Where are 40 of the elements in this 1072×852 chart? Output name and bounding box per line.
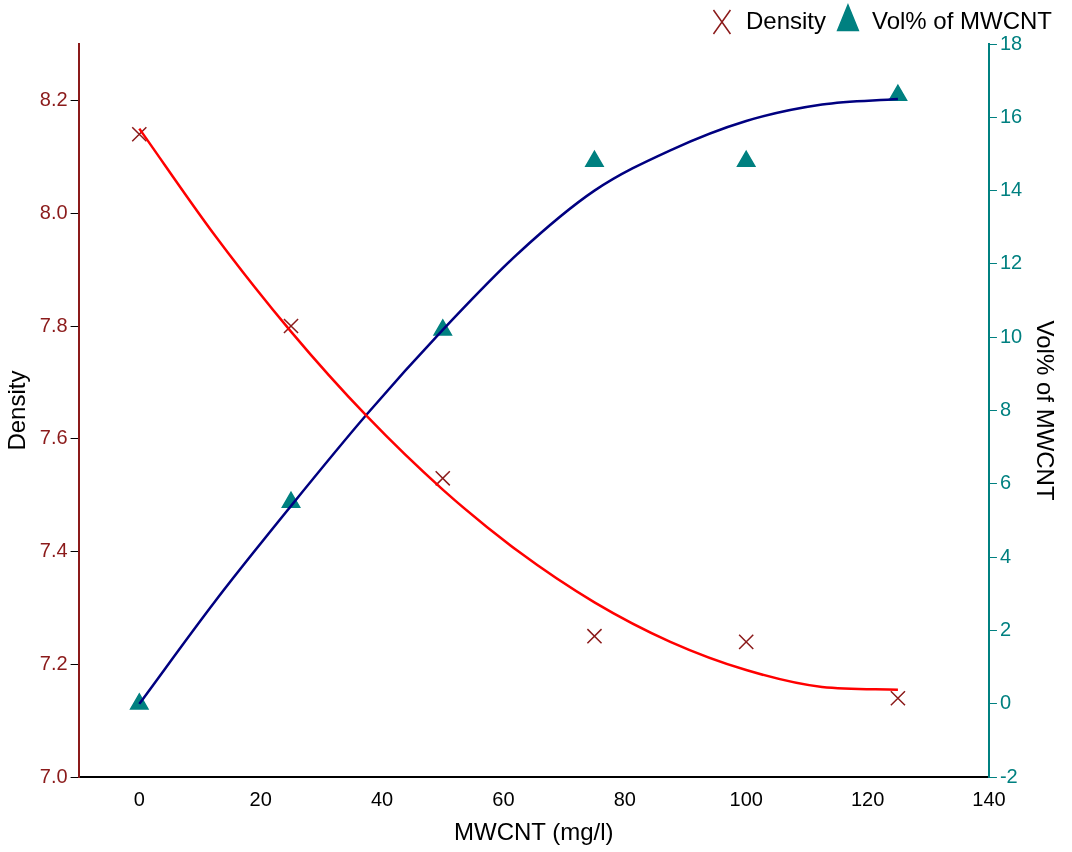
y-tick-label: 7.8 (39, 313, 68, 336)
y-tick-label: 7.0 (39, 764, 68, 787)
x-tick-label: 140 (972, 787, 1006, 810)
x-tick-label: 100 (729, 787, 763, 810)
y2-tick-label: 10 (999, 324, 1023, 347)
y2-tick-label: 12 (999, 251, 1023, 274)
legend-label: Density (745, 6, 826, 34)
point (585, 150, 604, 168)
x-tick-label: 60 (492, 787, 515, 810)
y-tick-label: 7.4 (39, 539, 68, 562)
y-tick-label: 8.2 (39, 87, 68, 110)
y2-tick-label: -2 (999, 764, 1018, 787)
legend-label: Vol% of MWCNT (871, 6, 1053, 34)
point (738, 634, 755, 650)
y-tick-label: 7.6 (39, 426, 68, 449)
x-tick-label: 120 (850, 787, 885, 810)
y2-tick-label: 0 (999, 691, 1012, 714)
point (434, 470, 451, 487)
y-axis-title: Density (3, 370, 31, 451)
y-tick-label: 7.2 (39, 651, 68, 674)
y2-tick-label: 8 (999, 398, 1012, 421)
x-tick-label: 0 (133, 787, 145, 810)
y2-tick-label: 18 (999, 31, 1023, 54)
y2-axis-title: Vol% of MWCNT (1031, 320, 1059, 501)
point (129, 693, 149, 710)
point (890, 690, 906, 707)
y2-tick-label: 2 (999, 618, 1012, 641)
x-tick-label: 20 (249, 787, 272, 810)
x-tick-label: 40 (370, 787, 394, 810)
y-tick-label: 8.0 (39, 200, 68, 223)
y2-tick-label: 14 (999, 178, 1023, 201)
point (131, 126, 148, 143)
x-axis-title: MWCNT (mg/l) (454, 818, 614, 846)
point (736, 150, 756, 168)
y2-tick-label: 4 (999, 544, 1012, 567)
y2-tick-label: 6 (999, 471, 1012, 494)
point (586, 628, 603, 645)
x-tick-label: 80 (613, 787, 636, 810)
y2-tick-label: 16 (999, 104, 1023, 127)
point (283, 318, 299, 334)
